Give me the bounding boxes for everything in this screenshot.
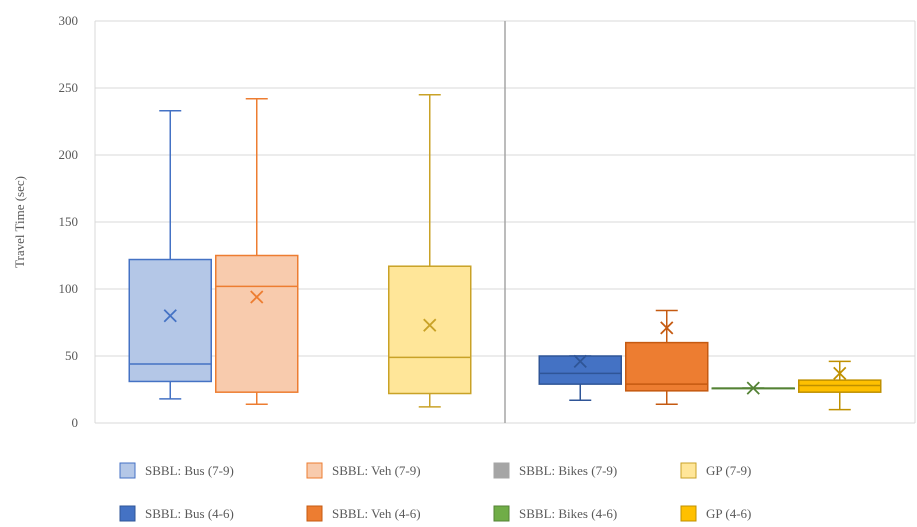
box-series [128,93,882,411]
legend-label: SBBL: Bikes (7-9) [519,463,617,478]
legend-swatch [119,505,136,522]
legend-label: SBBL: Bikes (4-6) [519,506,617,521]
y-tick-label: 100 [59,281,79,296]
legend-item: SBBL: Veh (4-6) [306,505,421,522]
box-sbbl-bus-7-9- [128,110,212,400]
legend-swatch [306,505,323,522]
legend-item: GP (7-9) [680,462,751,479]
legend-item: GP (4-6) [680,505,751,522]
legend-item: SBBL: Bikes (4-6) [493,505,617,522]
mean-marker [746,381,760,395]
y-tick-label: 250 [59,80,79,95]
legend-swatch [119,462,136,479]
legend: SBBL: Bus (7-9) SBBL: Veh (7-9) SBBL: Bike… [119,462,751,522]
legend-item: SBBL: Bikes (7-9) [493,462,617,479]
y-axis-tick-labels: 0 50 100 150 200 250 300 [59,13,79,430]
legend-swatch [306,462,323,479]
iqr-box [388,265,472,395]
mean-marker [423,318,437,332]
iqr-box [128,258,212,383]
legend-swatch [680,505,697,522]
iqr-box [215,254,299,393]
legend-label: GP (7-9) [706,463,751,478]
box-sbbl-bus-4-6- [538,354,622,401]
y-tick-label: 150 [59,214,79,229]
mean-marker [573,354,587,368]
box-gp-4-6- [798,360,882,411]
mean-marker [250,290,264,304]
box-sbbl-veh-7-9- [215,97,299,405]
legend-item: SBBL: Bus (4-6) [119,505,234,522]
legend-label: SBBL: Bus (4-6) [145,506,234,521]
box-sbbl-veh-4-6- [625,309,709,405]
y-axis-title: Travel Time (sec) [12,176,27,268]
legend-item: SBBL: Bus (7-9) [119,462,234,479]
mean-marker [833,366,847,381]
legend-label: SBBL: Bus (7-9) [145,463,234,478]
legend-item: SBBL: Veh (7-9) [306,462,421,479]
mean-marker [163,309,177,323]
y-tick-label: 200 [59,147,79,162]
box-sbbl-bikes-4-6- [711,381,795,395]
box-gp-7-9- [388,93,472,408]
legend-swatch [493,505,510,522]
y-tick-label: 50 [65,348,78,363]
y-tick-label: 0 [72,415,79,430]
y-tick-label: 300 [59,13,79,28]
legend-label: SBBL: Veh (7-9) [332,463,421,478]
iqr-box [625,341,709,392]
legend-label: GP (4-6) [706,506,751,521]
legend-swatch [493,462,510,479]
legend-swatch [680,462,697,479]
legend-label: SBBL: Veh (4-6) [332,506,421,521]
mean-marker [660,321,674,335]
